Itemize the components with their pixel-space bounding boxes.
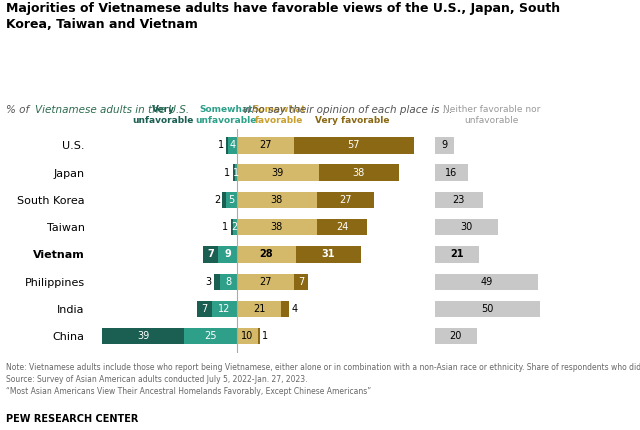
Bar — [258, 328, 260, 344]
Text: 10: 10 — [241, 331, 253, 341]
Text: 49: 49 — [480, 276, 492, 287]
Bar — [237, 328, 258, 344]
Text: 39: 39 — [272, 168, 284, 178]
Bar — [319, 164, 399, 181]
Text: 25: 25 — [204, 331, 217, 341]
Bar — [233, 219, 237, 235]
Bar — [237, 301, 281, 317]
Text: 9: 9 — [224, 249, 231, 259]
Bar — [227, 192, 237, 208]
Text: Vietnamese adults in the U.S.: Vietnamese adults in the U.S. — [35, 105, 189, 115]
Bar — [317, 219, 367, 235]
Bar — [212, 301, 237, 317]
Bar — [222, 192, 227, 208]
Text: 27: 27 — [259, 140, 271, 150]
Bar — [435, 164, 468, 181]
Text: 4: 4 — [292, 304, 298, 314]
Bar — [435, 219, 498, 235]
Text: Somewhat
unfavorable: Somewhat unfavorable — [196, 105, 257, 125]
Bar — [296, 246, 361, 263]
Text: 1: 1 — [262, 331, 268, 341]
Text: 38: 38 — [271, 195, 283, 205]
Text: Neither favorable nor
unfavorable: Neither favorable nor unfavorable — [443, 105, 540, 125]
Text: 7: 7 — [201, 304, 207, 314]
Text: 1: 1 — [233, 168, 239, 178]
Text: Majorities of Vietnamese adults have favorable views of the U.S., Japan, South
K: Majorities of Vietnamese adults have fav… — [6, 2, 561, 31]
Text: 31: 31 — [322, 249, 335, 259]
Bar — [435, 192, 483, 208]
Bar — [237, 137, 294, 154]
Bar — [435, 301, 540, 317]
Text: 16: 16 — [445, 168, 458, 178]
Bar — [281, 301, 289, 317]
Bar — [435, 273, 538, 290]
Text: 5: 5 — [228, 195, 235, 205]
Bar — [184, 328, 237, 344]
Bar — [294, 273, 308, 290]
Text: 7: 7 — [207, 249, 214, 259]
Bar — [235, 164, 237, 181]
Text: 50: 50 — [481, 304, 493, 314]
Bar — [197, 301, 212, 317]
Bar — [237, 273, 294, 290]
Bar — [220, 273, 237, 290]
Bar — [237, 164, 319, 181]
Text: 9: 9 — [441, 140, 447, 150]
Bar — [218, 246, 237, 263]
Bar — [214, 273, 220, 290]
Bar — [435, 246, 479, 263]
Bar — [237, 246, 296, 263]
Text: 4: 4 — [230, 140, 236, 150]
Bar — [237, 192, 317, 208]
Bar — [237, 219, 317, 235]
Text: 27: 27 — [259, 276, 271, 287]
Text: 24: 24 — [336, 222, 348, 232]
Text: 1: 1 — [218, 140, 224, 150]
Text: 20: 20 — [449, 331, 462, 341]
Text: 7: 7 — [298, 276, 304, 287]
Text: 30: 30 — [460, 222, 472, 232]
Text: 8: 8 — [225, 276, 232, 287]
Text: 27: 27 — [339, 195, 351, 205]
Text: 3: 3 — [205, 276, 212, 287]
Text: PEW RESEARCH CENTER: PEW RESEARCH CENTER — [6, 414, 139, 424]
Text: 12: 12 — [218, 304, 230, 314]
Text: Somewhat
favorable: Somewhat favorable — [252, 105, 306, 125]
Text: 2: 2 — [232, 222, 238, 232]
Bar — [228, 137, 237, 154]
Text: Very
unfavorable: Very unfavorable — [132, 105, 194, 125]
Text: 57: 57 — [348, 140, 360, 150]
Text: 39: 39 — [137, 331, 149, 341]
Text: Very favorable: Very favorable — [316, 116, 390, 125]
Bar — [204, 246, 218, 263]
Text: 21: 21 — [253, 304, 265, 314]
Text: Note: Vietnamese adults include those who report being Vietnamese, either alone : Note: Vietnamese adults include those wh… — [6, 363, 640, 396]
Text: who say their opinion of each place is ...: who say their opinion of each place is .… — [240, 105, 452, 115]
Bar — [233, 164, 235, 181]
Text: 1: 1 — [222, 222, 228, 232]
Bar — [435, 328, 477, 344]
Bar — [317, 192, 374, 208]
Text: 38: 38 — [271, 222, 283, 232]
Text: 1: 1 — [225, 168, 230, 178]
Text: % of: % of — [6, 105, 33, 115]
Bar — [230, 219, 233, 235]
Bar — [435, 137, 454, 154]
Bar — [294, 137, 413, 154]
Text: 23: 23 — [452, 195, 465, 205]
Bar — [102, 328, 184, 344]
Text: 2: 2 — [214, 195, 220, 205]
Text: 21: 21 — [450, 249, 463, 259]
Text: 38: 38 — [353, 168, 365, 178]
Text: 28: 28 — [260, 249, 273, 259]
Bar — [227, 137, 228, 154]
